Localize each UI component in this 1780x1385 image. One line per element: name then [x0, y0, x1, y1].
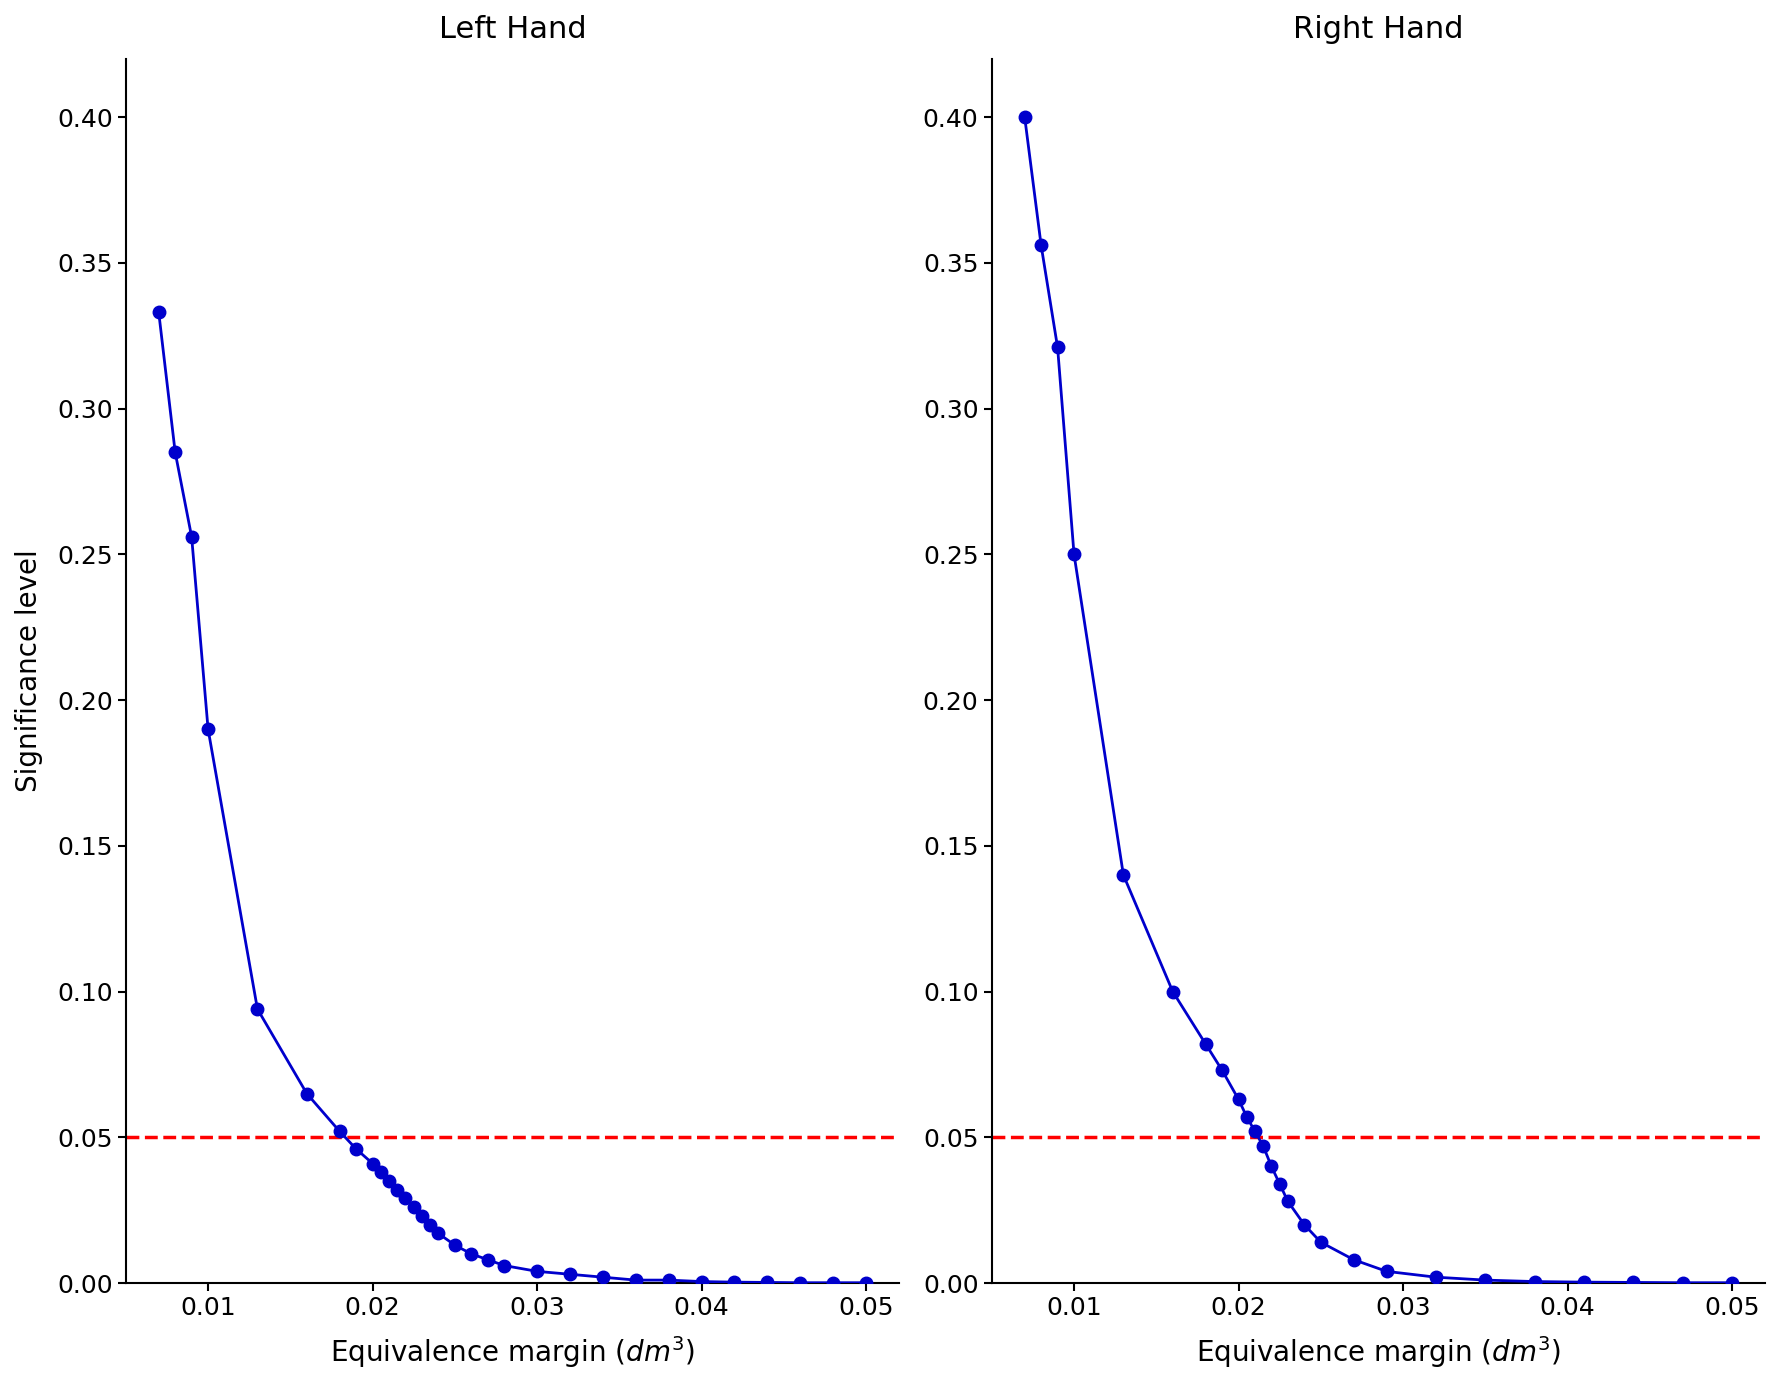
- Y-axis label: Significance level: Significance level: [14, 550, 43, 792]
- Title: Left Hand: Left Hand: [438, 15, 586, 44]
- Title: Right Hand: Right Hand: [1292, 15, 1463, 44]
- X-axis label: Equivalence margin ($dm^3$): Equivalence margin ($dm^3$): [329, 1334, 694, 1370]
- X-axis label: Equivalence margin ($dm^3$): Equivalence margin ($dm^3$): [1194, 1334, 1559, 1370]
